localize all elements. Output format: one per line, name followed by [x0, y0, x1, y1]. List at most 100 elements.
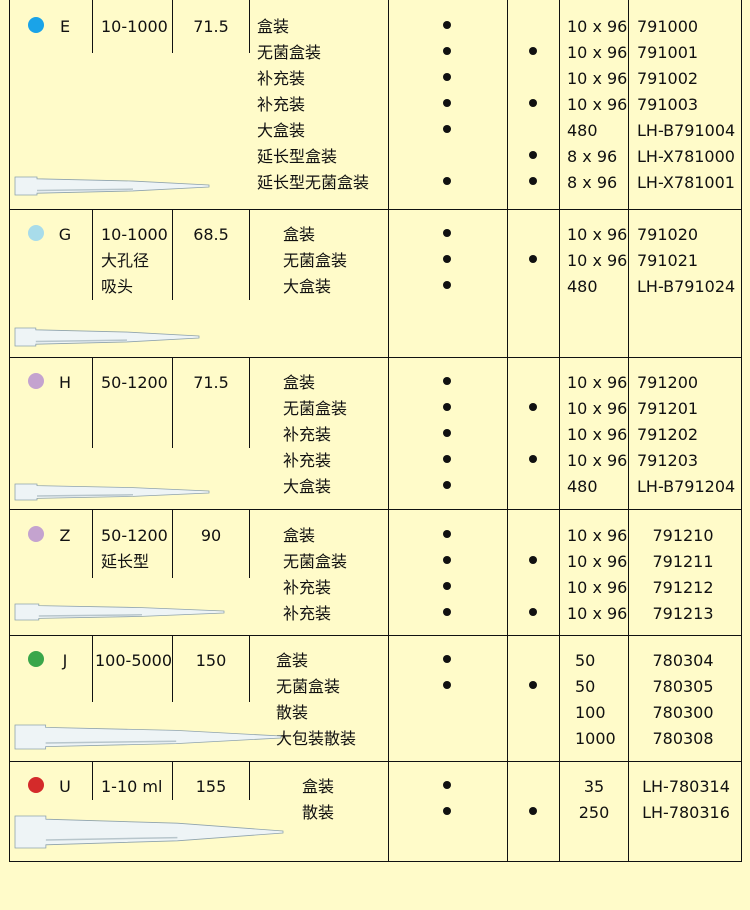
catalog-number: LH-B791004 [637, 121, 736, 140]
sterile-dot [529, 47, 537, 55]
column-divider [172, 510, 173, 578]
column-divider [559, 210, 560, 357]
column-divider [388, 358, 389, 509]
column-divider [559, 358, 560, 509]
quantity: 35 [583, 777, 605, 796]
column-divider [172, 358, 173, 448]
check-dot [443, 781, 451, 789]
check-dot [443, 21, 451, 29]
catalog-number: 791211 [652, 552, 714, 571]
package-type: 大盒装 [257, 121, 306, 140]
package-type: 盒装 [302, 777, 335, 796]
package-type: 延长型无菌盒装 [257, 173, 370, 192]
catalog-number: 791002 [637, 69, 699, 88]
tip-code: U [59, 777, 71, 796]
quantity: 10 x 96 [567, 225, 628, 244]
tip-length: 155 [195, 777, 227, 796]
catalog-number: LH-X781001 [637, 173, 735, 192]
pipette-tip-image [14, 724, 282, 750]
catalog-number: 780308 [652, 729, 714, 748]
column-divider [388, 762, 389, 861]
volume-range: 10-1000 [101, 225, 168, 244]
quantity: 8 x 96 [567, 173, 618, 192]
check-dot [443, 125, 451, 133]
package-type: 无菌盒装 [257, 43, 322, 62]
catalog-number: LH-B791024 [637, 277, 736, 296]
pipette-tip-image [14, 483, 210, 501]
column-divider [249, 210, 250, 300]
volume-range: 吸头 [101, 277, 134, 296]
catalog-number: 791020 [637, 225, 699, 244]
column-divider [249, 510, 250, 578]
sterile-dot [529, 403, 537, 411]
check-dot [443, 681, 451, 689]
catalog-number: LH-780316 [642, 803, 730, 822]
package-type: 补充装 [283, 604, 332, 623]
quantity: 10 x 96 [567, 526, 628, 545]
quantity: 250 [578, 803, 610, 822]
column-divider [559, 510, 560, 635]
quantity: 480 [567, 121, 598, 140]
check-dot [443, 429, 451, 437]
column-divider [628, 762, 629, 861]
check-dot [443, 608, 451, 616]
color-marker-dot [28, 17, 44, 33]
column-divider [172, 210, 173, 300]
tip-length: 71.5 [193, 17, 229, 36]
color-marker-dot [28, 373, 44, 389]
sterile-dot [529, 608, 537, 616]
quantity: 480 [567, 277, 598, 296]
quantity: 10 x 96 [567, 251, 628, 270]
sterile-dot [529, 151, 537, 159]
volume-range: 大孔径 [101, 251, 150, 270]
column-divider [507, 210, 508, 357]
column-divider [172, 636, 173, 702]
catalog-number: 791213 [652, 604, 714, 623]
package-type: 大盒装 [283, 477, 332, 496]
pipette-tip-image [14, 327, 200, 347]
package-type: 补充装 [283, 425, 332, 444]
quantity: 10 x 96 [567, 451, 628, 470]
check-dot [443, 403, 451, 411]
column-divider [92, 358, 93, 448]
pipette-tip-image [14, 815, 284, 849]
column-divider [249, 0, 250, 53]
package-type: 延长型盒装 [257, 147, 338, 166]
sterile-dot [529, 177, 537, 185]
quantity: 100 [575, 703, 606, 722]
tip-length: 90 [200, 526, 222, 545]
volume-range: 50-1200 [101, 373, 168, 392]
table-row-z: Z 50-1200 延长型 90 盒装 无菌盒装 补充装 补充装 10 x 96 10 x 96 1… [9, 510, 742, 636]
check-dot [443, 807, 451, 815]
check-dot [443, 582, 451, 590]
package-type: 无菌盒装 [276, 677, 341, 696]
sterile-dot [529, 807, 537, 815]
column-divider [388, 636, 389, 761]
tip-code: J [62, 651, 68, 670]
catalog-number: 791210 [652, 526, 714, 545]
quantity: 10 x 96 [567, 604, 628, 623]
table-row-h: H 50-1200 71.5 盒装 无菌盒装 补充装 补充装 大盒装 10 x 96 10 x 9… [9, 358, 742, 510]
package-type: 无菌盒装 [283, 251, 348, 270]
quantity: 10 x 96 [567, 17, 628, 36]
package-type: 大包装散装 [276, 729, 357, 748]
volume-range: 10-1000 [101, 17, 168, 36]
quantity: 50 [575, 651, 596, 670]
table-row-u: U 1-10 ml 155 盒装 散装 35 250 LH-780314 LH-780316 [9, 762, 742, 862]
check-dot [443, 47, 451, 55]
catalog-number: 780305 [652, 677, 714, 696]
quantity: 10 x 96 [567, 425, 628, 444]
table-row-j: J 100-5000 150 盒装 无菌盒装 散装 大包装散装 50 50 100 1000 7803… [9, 636, 742, 762]
table-row-g: G 10-1000 大孔径 吸头 68.5 盒装 无菌盒装 大盒装 10 x 96 10 x 96… [9, 210, 742, 358]
catalog-number: 791212 [652, 578, 714, 597]
column-divider [507, 358, 508, 509]
sterile-dot [529, 455, 537, 463]
catalog-number: 791202 [637, 425, 699, 444]
package-type: 无菌盒装 [283, 399, 348, 418]
column-divider [507, 636, 508, 761]
column-divider [92, 762, 93, 800]
color-marker-dot [28, 526, 44, 542]
check-dot [443, 99, 451, 107]
table-row-e: E 10-1000 71.5 盒装 无菌盒装 补充装 补充装 大盒装 延长型盒装 延长型无菌盒装 1… [9, 0, 742, 210]
check-dot [443, 481, 451, 489]
